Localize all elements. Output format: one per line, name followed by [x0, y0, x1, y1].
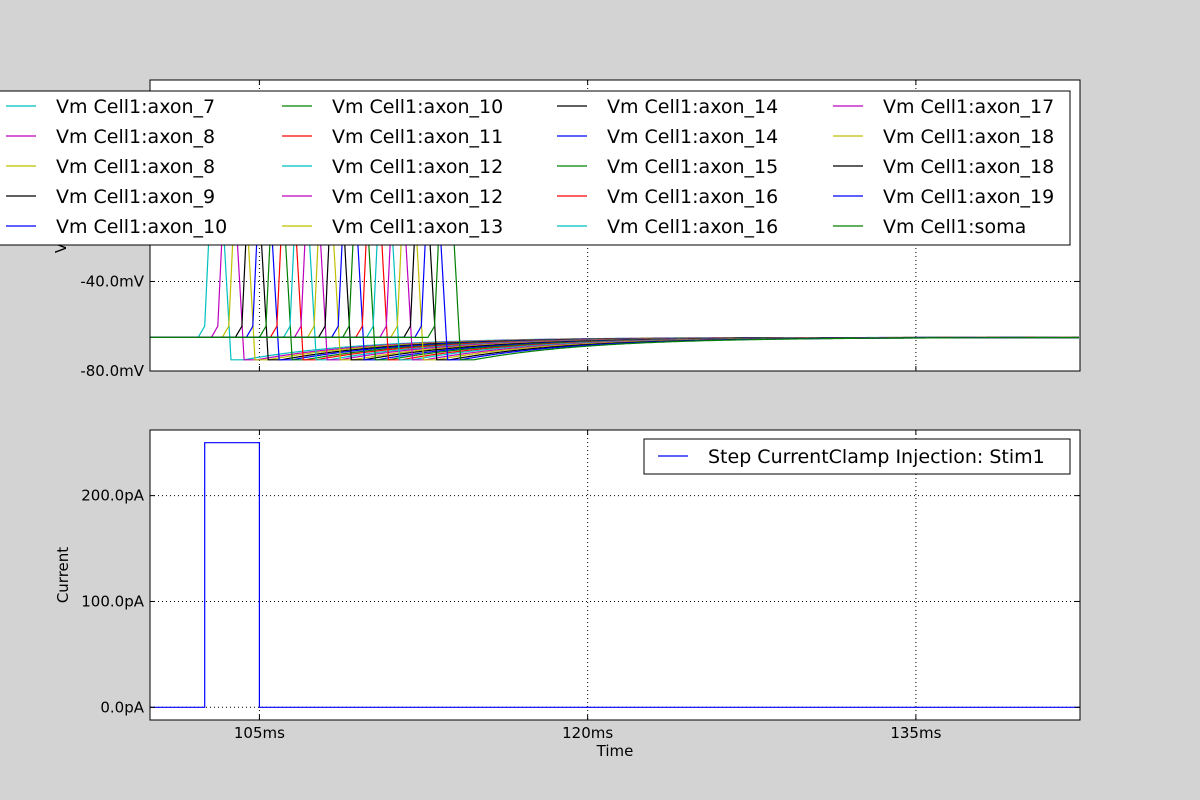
x-tick-label: 105ms: [234, 724, 285, 742]
legend-entry: Vm Cell1:axon_17: [883, 96, 1054, 118]
legend-entry: Vm Cell1:axon_9: [56, 186, 215, 208]
legend-entry: Vm Cell1:axon_10: [56, 216, 227, 238]
voltage-ticks: -80.0mV -40.0mV: [80, 80, 1080, 380]
voltage-panel: -80.0mV-40.0mV V Vm Cell1:axon_7Vm Cell1…: [0, 79, 1081, 380]
y-tick-label: 100.0pA: [81, 592, 144, 610]
voltage-trace: [150, 91, 1079, 361]
legend-entry: Vm Cell1:axon_18: [883, 156, 1054, 178]
legend-entry: Vm Cell1:axon_13: [332, 216, 503, 238]
current-panel: 105ms 120ms 135ms 0.0pA 100.0pA 200.0pA Curre…: [54, 429, 1081, 760]
legend-entry: Vm Cell1:axon_12: [332, 156, 503, 178]
legend-entry: Vm Cell1:axon_18: [883, 126, 1054, 148]
legend-entry: Vm Cell1:axon_15: [607, 156, 778, 178]
voltage-legend-box: [0, 90, 1071, 246]
y-tick-label: -40.0mV: [80, 272, 144, 290]
voltage-legend: Vm Cell1:axon_7 Vm Cell1:axon_8 Vm Cell1:a…: [0, 90, 1071, 246]
voltage-traces: [150, 91, 1079, 361]
y-tick-label: 0.0pA: [100, 698, 144, 716]
current-trace: [150, 442, 1080, 708]
legend-entry: Vm Cell1:axon_19: [883, 186, 1054, 208]
x-tick-label: 120ms: [562, 724, 613, 742]
legend-entry: Vm Cell1:axon_8: [56, 156, 215, 178]
legend-entry: Vm Cell1:axon_11: [332, 126, 503, 148]
current-axes-frame: [149, 429, 1081, 721]
current-legend-box: [643, 438, 1071, 475]
y-tick-label: 200.0pA: [81, 487, 144, 505]
current-ticks: 105ms 120ms 135ms 0.0pA 100.0pA 200.0pA: [81, 430, 1080, 742]
current-legend: Step CurrentClamp Injection: Stim1: [643, 438, 1071, 475]
legend-entry: Vm Cell1:axon_10: [332, 96, 503, 118]
legend-entry: Vm Cell1:soma: [883, 216, 1026, 238]
current-plot-area: [150, 430, 1080, 720]
current-traces: [150, 442, 1080, 708]
legend-entry: Vm Cell1:axon_16: [607, 186, 778, 208]
legend-entry: Vm Cell1:axon_14: [607, 96, 778, 118]
current-y-axis-label: Current: [54, 547, 72, 603]
legend-entry: Vm Cell1:axon_16: [607, 216, 778, 238]
legend-entry: Step CurrentClamp Injection: Stim1: [708, 446, 1045, 468]
voltage-y-axis-label: V: [52, 242, 70, 253]
legend-entry: Vm Cell1:axon_12: [332, 186, 503, 208]
y-tick-label: -80.0mV: [80, 362, 144, 380]
legend-entry: Vm Cell1:axon_14: [607, 126, 778, 148]
x-tick-label: 135ms: [890, 724, 941, 742]
legend-entry: Vm Cell1:axon_7: [56, 96, 215, 118]
x-axis-label: Time: [596, 742, 634, 760]
legend-entry: Vm Cell1:axon_8: [56, 126, 215, 148]
